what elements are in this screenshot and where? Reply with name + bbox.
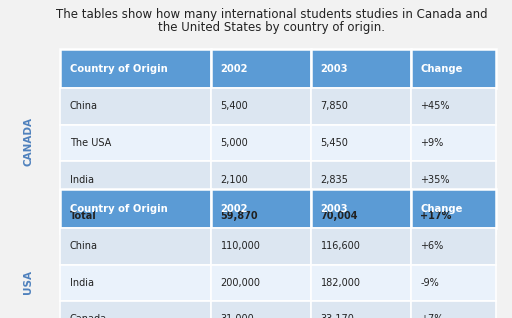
Bar [60, 189, 211, 228]
Text: 7,850: 7,850 [321, 101, 348, 111]
Text: Change: Change [420, 64, 463, 74]
Text: +35%: +35% [420, 175, 450, 184]
Bar [211, 198, 311, 234]
Bar [311, 228, 411, 265]
Text: +7%: +7% [420, 315, 444, 318]
Bar [411, 265, 496, 301]
Bar [211, 49, 311, 88]
Text: 182,000: 182,000 [321, 278, 360, 288]
Text: +17%: +17% [420, 211, 452, 221]
Text: 110,000: 110,000 [221, 241, 261, 251]
Bar [311, 88, 411, 125]
Text: China: China [70, 241, 98, 251]
Text: China: China [70, 101, 98, 111]
Text: the United States by country of origin.: the United States by country of origin. [158, 21, 385, 34]
Bar [211, 189, 311, 228]
Bar [411, 198, 496, 234]
Text: The tables show how many international students studies in Canada and: The tables show how many international s… [55, 8, 487, 21]
Text: 2003: 2003 [321, 204, 348, 214]
Text: USA: USA [23, 270, 33, 294]
Text: 5,400: 5,400 [221, 101, 248, 111]
Text: 2,835: 2,835 [321, 175, 348, 184]
Text: Country of Origin: Country of Origin [70, 64, 167, 74]
Bar [311, 161, 411, 198]
Bar [60, 198, 211, 234]
Text: Canada: Canada [70, 315, 107, 318]
Bar [411, 88, 496, 125]
Text: 2002: 2002 [221, 64, 248, 74]
Text: 2002: 2002 [221, 204, 248, 214]
Bar [211, 301, 311, 318]
Bar [411, 49, 496, 88]
Bar [411, 125, 496, 161]
Text: 200,000: 200,000 [221, 278, 261, 288]
Bar [311, 49, 411, 88]
Bar [60, 161, 211, 198]
Text: -9%: -9% [420, 278, 439, 288]
Bar [211, 125, 311, 161]
Text: 2003: 2003 [321, 64, 348, 74]
Bar [311, 301, 411, 318]
Text: 70,004: 70,004 [321, 211, 358, 221]
Text: CANADA: CANADA [23, 117, 33, 166]
Text: 116,600: 116,600 [321, 241, 360, 251]
Bar [411, 189, 496, 228]
Bar [211, 88, 311, 125]
Text: Country of Origin: Country of Origin [70, 204, 167, 214]
Text: India: India [70, 278, 94, 288]
Text: +45%: +45% [420, 101, 450, 111]
Bar [411, 161, 496, 198]
Bar [311, 125, 411, 161]
Bar [311, 198, 411, 234]
Bar [60, 301, 211, 318]
Text: +6%: +6% [420, 241, 443, 251]
Text: The USA: The USA [70, 138, 111, 148]
Text: 31,000: 31,000 [221, 315, 254, 318]
Bar [411, 228, 496, 265]
Bar [211, 161, 311, 198]
Text: Total: Total [70, 211, 96, 221]
Text: 33,170: 33,170 [321, 315, 354, 318]
Bar [60, 125, 211, 161]
Bar [311, 189, 411, 228]
Text: 2,100: 2,100 [221, 175, 248, 184]
Bar [60, 265, 211, 301]
Bar [60, 88, 211, 125]
Bar [60, 49, 211, 88]
Text: 5,000: 5,000 [221, 138, 248, 148]
Bar [411, 301, 496, 318]
Text: India: India [70, 175, 94, 184]
Bar [211, 228, 311, 265]
Bar [311, 265, 411, 301]
Bar [60, 228, 211, 265]
Text: 5,450: 5,450 [321, 138, 348, 148]
Text: Change: Change [420, 204, 463, 214]
Text: +9%: +9% [420, 138, 443, 148]
Text: 59,870: 59,870 [221, 211, 258, 221]
Bar [211, 265, 311, 301]
